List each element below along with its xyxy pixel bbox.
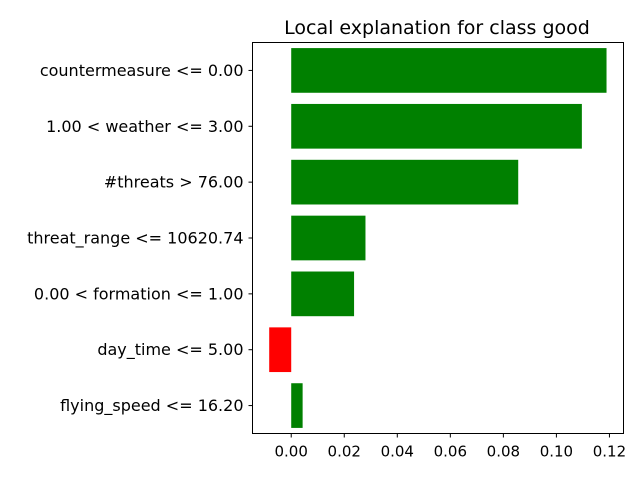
x-tick-label: 0.02 <box>328 443 361 461</box>
y-tick-label: countermeasure <= 0.00 <box>40 61 244 80</box>
chart-title: Local explanation for class good <box>284 17 590 39</box>
bar <box>291 48 607 93</box>
bar <box>291 159 519 205</box>
y-tick-label: 0.00 < formation <= 1.00 <box>34 284 244 303</box>
bar <box>291 215 366 261</box>
x-tick-label: 0.08 <box>487 443 520 461</box>
y-tick-label: #threats > 76.00 <box>104 173 244 192</box>
x-axis-ticks: 0.00 0.02 0.04 0.06 0.08 0.10 0.12 <box>275 433 626 461</box>
x-tick-label: 0.12 <box>593 443 626 461</box>
bar <box>291 271 355 317</box>
bar <box>291 383 303 428</box>
x-tick-label: 0.00 <box>275 443 308 461</box>
bars-group <box>269 48 607 428</box>
y-tick-label: day_time <= 5.00 <box>97 340 243 360</box>
bar <box>269 327 292 373</box>
y-tick-label: flying_speed <= 16.20 <box>60 396 243 416</box>
y-tick-label: threat_range <= 10620.74 <box>27 229 243 249</box>
x-tick-label: 0.10 <box>540 443 573 461</box>
bar <box>291 103 582 149</box>
x-tick-label: 0.04 <box>381 443 414 461</box>
y-axis-ticks: countermeasure <= 0.00 1.00 < weather <= … <box>27 61 253 416</box>
x-tick-label: 0.06 <box>434 443 467 461</box>
plot-frame <box>252 42 624 434</box>
y-tick-label: 1.00 < weather <= 3.00 <box>46 117 243 136</box>
